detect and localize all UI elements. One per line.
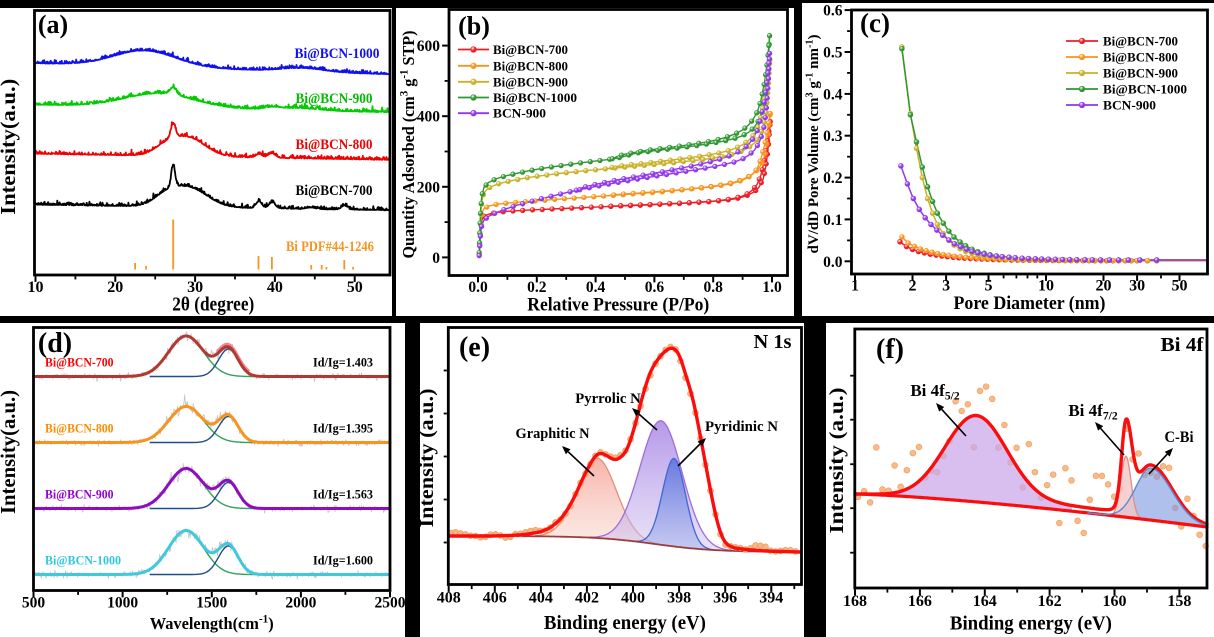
svg-text:10: 10: [1038, 278, 1054, 295]
svg-text:0.2: 0.2: [823, 170, 843, 187]
svg-text:1000: 1000: [107, 595, 138, 612]
svg-text:C-Bi: C-Bi: [1165, 429, 1195, 446]
svg-text:Bi@BCN-700: Bi@BCN-700: [493, 42, 568, 57]
svg-text:20: 20: [107, 279, 123, 296]
svg-text:500: 500: [22, 595, 46, 612]
svg-text:Bi PDF#44-1246: Bi PDF#44-1246: [286, 239, 374, 255]
svg-text:Bi@BCN-800: Bi@BCN-800: [493, 58, 568, 73]
svg-text:0.0: 0.0: [468, 279, 488, 296]
svg-text:30: 30: [187, 279, 203, 296]
svg-text:2000: 2000: [285, 595, 316, 612]
svg-text:Pyridinic N: Pyridinic N: [705, 419, 778, 435]
svg-text:400: 400: [621, 590, 645, 607]
svg-text:162: 162: [1038, 593, 1062, 610]
svg-text:2θ (degree): 2θ (degree): [172, 295, 254, 316]
svg-text:50: 50: [347, 279, 363, 296]
svg-text:BCN-900: BCN-900: [493, 106, 546, 121]
svg-text:Bi@BCN-900: Bi@BCN-900: [296, 91, 373, 107]
svg-text:600: 600: [417, 38, 441, 55]
svg-text:Bi@BCN-700: Bi@BCN-700: [1103, 34, 1178, 49]
svg-text:(d): (d): [38, 328, 72, 359]
svg-text:Bi 4f5/2​: Bi 4f5/2​: [910, 381, 960, 403]
svg-text:1.0: 1.0: [762, 279, 782, 296]
svg-text:Id/Ig=1.395: Id/Ig=1.395: [313, 421, 373, 436]
svg-text:Bi@BCN-800: Bi@BCN-800: [1103, 50, 1178, 65]
svg-text:Id/Ig=1.600: Id/Ig=1.600: [313, 553, 373, 568]
svg-text:400: 400: [417, 109, 441, 126]
svg-text:0: 0: [432, 250, 440, 267]
svg-text:Bi@BCN-1000: Bi@BCN-1000: [493, 90, 577, 105]
svg-text:158: 158: [1167, 593, 1191, 610]
svg-text:N 1s: N 1s: [754, 332, 792, 353]
svg-text:dV/dD Pore Volume (cm3​ g-1​ n: dV/dD Pore Volume (cm3​ g-1​ nm-1​): [804, 35, 822, 254]
svg-text:30: 30: [1129, 278, 1145, 295]
svg-text:0.8: 0.8: [704, 279, 724, 296]
svg-text:(b): (b): [458, 12, 490, 41]
svg-text:1500: 1500: [196, 595, 227, 612]
svg-text:Binding energy (eV): Binding energy (eV): [950, 613, 1112, 635]
svg-text:0.4: 0.4: [586, 279, 606, 296]
svg-text:2: 2: [908, 278, 916, 295]
svg-text:406: 406: [483, 590, 507, 607]
svg-text:200: 200: [417, 179, 441, 196]
svg-text:164: 164: [973, 593, 997, 610]
svg-text:Bi@BCN-900: Bi@BCN-900: [45, 488, 114, 502]
svg-text:Pore Diameter (nm): Pore Diameter (nm): [954, 293, 1106, 314]
svg-text:Intensity(a.u.): Intensity(a.u.): [0, 390, 20, 514]
svg-text:Bi@BCN-900: Bi@BCN-900: [493, 74, 568, 89]
svg-text:160: 160: [1103, 593, 1127, 610]
svg-text:Id/Ig=1.403: Id/Ig=1.403: [313, 355, 373, 370]
svg-text:0.3: 0.3: [823, 128, 843, 145]
svg-text:0.1: 0.1: [823, 212, 842, 229]
svg-text:0.4: 0.4: [823, 86, 843, 103]
svg-text:2500: 2500: [375, 595, 406, 612]
svg-text:0.6: 0.6: [823, 3, 843, 20]
svg-text:Binding energy (eV): Binding energy (eV): [544, 612, 706, 634]
svg-text:396: 396: [713, 590, 737, 607]
svg-text:Wavelength(cm-1​): Wavelength(cm-1​): [150, 613, 274, 634]
svg-text:0.6: 0.6: [645, 279, 665, 296]
svg-text:402: 402: [575, 590, 599, 607]
svg-text:0.2: 0.2: [527, 279, 547, 296]
svg-text:Relative Pressure (P/Po): Relative Pressure (P/Po): [527, 295, 709, 316]
svg-text:(c): (c): [860, 8, 890, 38]
svg-text:404: 404: [529, 590, 553, 607]
svg-text:10: 10: [28, 279, 44, 296]
svg-text:1: 1: [851, 278, 859, 295]
svg-text:40: 40: [267, 279, 283, 296]
svg-text:394: 394: [759, 590, 783, 607]
svg-text:Bi 4f7/2​: Bi 4f7/2​: [1068, 401, 1118, 423]
svg-text:Pyrrolic N: Pyrrolic N: [575, 391, 641, 407]
svg-text:Bi@BCN-800: Bi@BCN-800: [296, 137, 373, 153]
svg-text:168: 168: [843, 593, 867, 610]
svg-text:Intensity(a.u.): Intensity(a.u.): [0, 79, 20, 215]
svg-text:Graphitic N: Graphitic N: [516, 426, 590, 442]
svg-text:5: 5: [985, 278, 993, 295]
svg-text:166: 166: [908, 593, 932, 610]
svg-text:Bi@BCN-700: Bi@BCN-700: [296, 183, 373, 199]
svg-text:Bi 4f: Bi 4f: [1161, 335, 1205, 356]
svg-text:Bi@BCN-700: Bi@BCN-700: [45, 356, 114, 370]
svg-text:Bi@BCN-1000: Bi@BCN-1000: [1103, 82, 1187, 97]
svg-text:Bi@BCN-1000: Bi@BCN-1000: [45, 554, 121, 568]
svg-text:Intensity (a.u.): Intensity (a.u.): [420, 389, 438, 528]
svg-text:Quantity Adsorbed (cm3​ g-1​ S: Quantity Adsorbed (cm3​ g-1​ STP): [398, 31, 419, 259]
svg-text:0.0: 0.0: [823, 254, 843, 271]
svg-text:398: 398: [667, 590, 691, 607]
svg-text:3: 3: [942, 278, 950, 295]
svg-text:Id/Ig=1.563: Id/Ig=1.563: [313, 487, 373, 502]
svg-text:408: 408: [437, 590, 461, 607]
svg-text:50: 50: [1172, 278, 1188, 295]
svg-text:Bi@BCN-900: Bi@BCN-900: [1103, 66, 1178, 81]
svg-text:Intensity (a.u.): Intensity (a.u.): [826, 388, 848, 534]
svg-text:0.5: 0.5: [823, 45, 843, 62]
svg-text:Bi@BCN-1000: Bi@BCN-1000: [295, 46, 380, 62]
svg-text:BCN-900: BCN-900: [1103, 98, 1156, 113]
svg-text:20: 20: [1095, 278, 1111, 295]
svg-text:(a): (a): [38, 10, 68, 39]
svg-text:(f): (f): [876, 334, 904, 365]
svg-text:(e): (e): [459, 332, 490, 363]
svg-text:Bi@BCN-800: Bi@BCN-800: [45, 422, 114, 436]
